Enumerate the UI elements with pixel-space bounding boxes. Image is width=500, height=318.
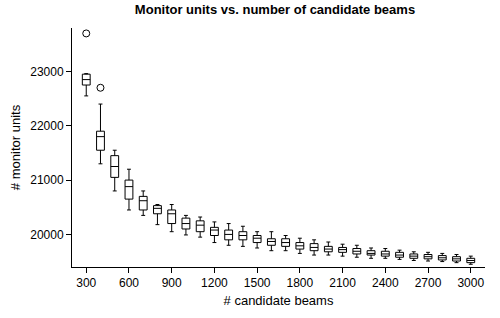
svg-text:900: 900 [162, 276, 182, 290]
svg-text:2700: 2700 [415, 276, 442, 290]
svg-text:# candidate beams: # candidate beams [224, 293, 334, 308]
svg-text:1800: 1800 [287, 276, 314, 290]
svg-text:21000: 21000 [30, 173, 64, 187]
svg-text:600: 600 [119, 276, 139, 290]
svg-text:2400: 2400 [372, 276, 399, 290]
svg-text:Monitor units vs. number of ca: Monitor units vs. number of candidate be… [135, 2, 415, 17]
svg-text:1500: 1500 [244, 276, 271, 290]
svg-text:2100: 2100 [329, 276, 356, 290]
svg-text:1200: 1200 [201, 276, 228, 290]
svg-text:3000: 3000 [457, 276, 484, 290]
svg-text:# monitor units: # monitor units [8, 104, 23, 190]
svg-text:23000: 23000 [30, 65, 64, 79]
svg-text:20000: 20000 [30, 228, 64, 242]
svg-text:22000: 22000 [30, 119, 64, 133]
svg-text:300: 300 [76, 276, 96, 290]
